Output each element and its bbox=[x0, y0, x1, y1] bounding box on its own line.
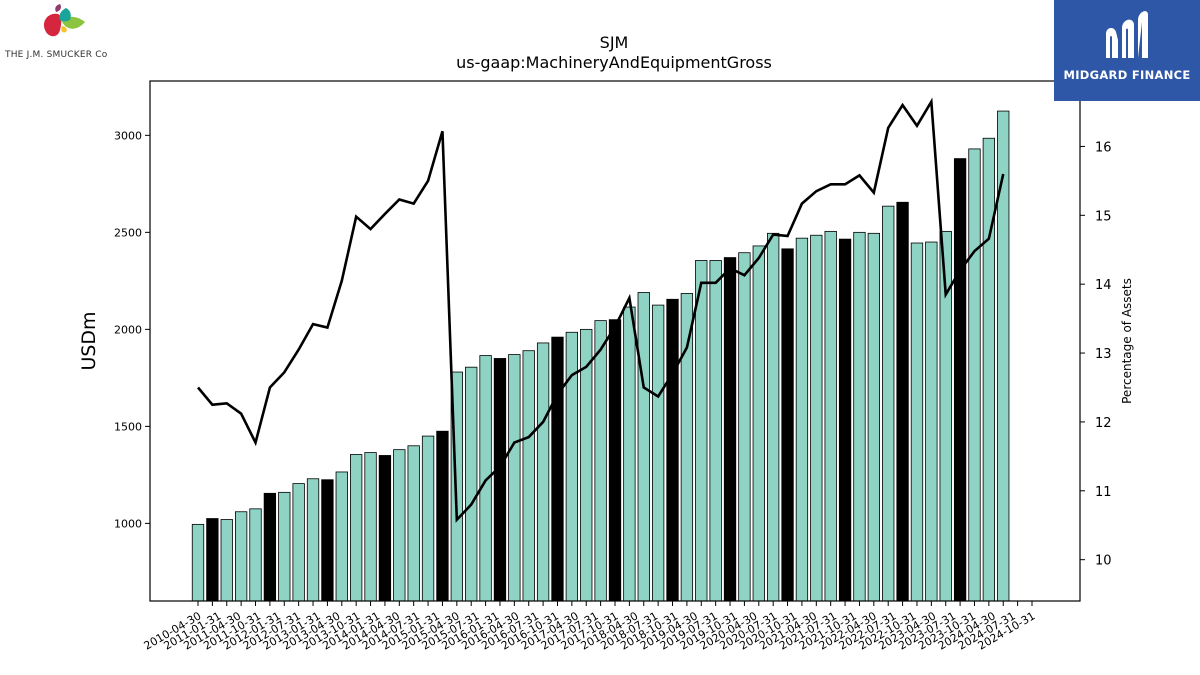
line-layer bbox=[197, 97, 1005, 523]
bar bbox=[292, 483, 305, 602]
y2-tick-label: 10 bbox=[1095, 554, 1112, 569]
bar bbox=[738, 252, 751, 602]
bar bbox=[522, 350, 535, 602]
bar bbox=[249, 508, 262, 602]
bar bbox=[421, 435, 435, 602]
bar bbox=[709, 260, 722, 602]
brand-logo: MIDGARD FINANCE bbox=[1054, 0, 1200, 101]
bar bbox=[882, 205, 895, 602]
midgard-m-logo-icon bbox=[1106, 11, 1148, 58]
y2-tick-label: 15 bbox=[1095, 209, 1112, 224]
y-axis-label: USDm bbox=[78, 311, 100, 370]
y2-tick-label: 11 bbox=[1095, 485, 1112, 500]
bar bbox=[968, 148, 981, 602]
bar bbox=[378, 455, 392, 602]
bar bbox=[220, 519, 233, 602]
bar bbox=[551, 336, 564, 602]
y2-axis-label: Percentage of Assets bbox=[1120, 278, 1134, 404]
bar bbox=[910, 242, 924, 602]
y-axis-left: 1000 1500 2000 2500 3000 bbox=[114, 129, 150, 530]
bar bbox=[263, 492, 277, 602]
bar bbox=[407, 445, 420, 602]
bar bbox=[234, 511, 248, 602]
y2-tick-label: 13 bbox=[1095, 347, 1112, 362]
bar bbox=[594, 320, 607, 602]
bar bbox=[278, 491, 291, 602]
bar bbox=[982, 137, 996, 602]
y-axis-right: 10 11 12 13 14 15 16 bbox=[1080, 140, 1112, 569]
bar bbox=[810, 234, 823, 602]
bar bbox=[680, 293, 694, 602]
y2-tick-label: 12 bbox=[1095, 416, 1112, 431]
bar bbox=[637, 292, 650, 602]
bar bbox=[795, 237, 809, 602]
bar bbox=[896, 201, 909, 602]
y-tick-label: 3000 bbox=[114, 129, 142, 142]
bar bbox=[508, 354, 521, 602]
bar bbox=[335, 471, 348, 602]
smucker-fruit-logo-icon bbox=[43, 4, 85, 37]
bar bbox=[723, 257, 737, 602]
x-axis: 2010-04-302011-01-312011-04-302011-10-31… bbox=[142, 601, 1038, 653]
bar bbox=[997, 110, 1010, 602]
y2-tick-label: 14 bbox=[1095, 278, 1112, 293]
y-tick-label: 2000 bbox=[114, 323, 142, 336]
company-logo: THE J.M. SMUCKER Co bbox=[0, 0, 130, 70]
bar bbox=[536, 342, 550, 602]
bar bbox=[465, 366, 478, 602]
bar bbox=[824, 230, 837, 602]
bar bbox=[651, 304, 665, 602]
bar bbox=[350, 454, 363, 602]
bar bbox=[666, 298, 679, 602]
y-tick-label: 2500 bbox=[114, 226, 142, 239]
bar bbox=[781, 248, 794, 602]
bar bbox=[306, 478, 320, 602]
bar bbox=[623, 306, 636, 602]
bar bbox=[838, 238, 852, 602]
chart-subtitle: us-gaap:MachineryAndEquipmentGross bbox=[456, 53, 772, 72]
bar bbox=[695, 260, 708, 602]
y2-tick-label: 16 bbox=[1095, 140, 1112, 155]
chart-title: SJM bbox=[600, 33, 629, 52]
bar bbox=[925, 241, 938, 602]
bar bbox=[364, 452, 377, 602]
bar bbox=[853, 231, 866, 602]
bar bbox=[493, 358, 507, 602]
y-tick-label: 1500 bbox=[114, 420, 142, 433]
bar bbox=[767, 232, 780, 602]
y-tick-label: 1000 bbox=[114, 517, 142, 530]
bar bbox=[608, 319, 622, 602]
company-name: THE J.M. SMUCKER Co bbox=[5, 50, 108, 60]
bar bbox=[752, 245, 765, 602]
brand-name: MIDGARD FINANCE bbox=[1063, 68, 1191, 82]
bar bbox=[436, 430, 449, 602]
series-line-percentage-of-assets bbox=[197, 97, 1005, 523]
bar bbox=[393, 449, 406, 602]
bar bbox=[191, 523, 205, 602]
bar bbox=[206, 518, 219, 602]
bar bbox=[953, 158, 967, 602]
bar bbox=[321, 479, 334, 602]
bar bbox=[867, 232, 880, 602]
bars-layer bbox=[191, 110, 1010, 602]
